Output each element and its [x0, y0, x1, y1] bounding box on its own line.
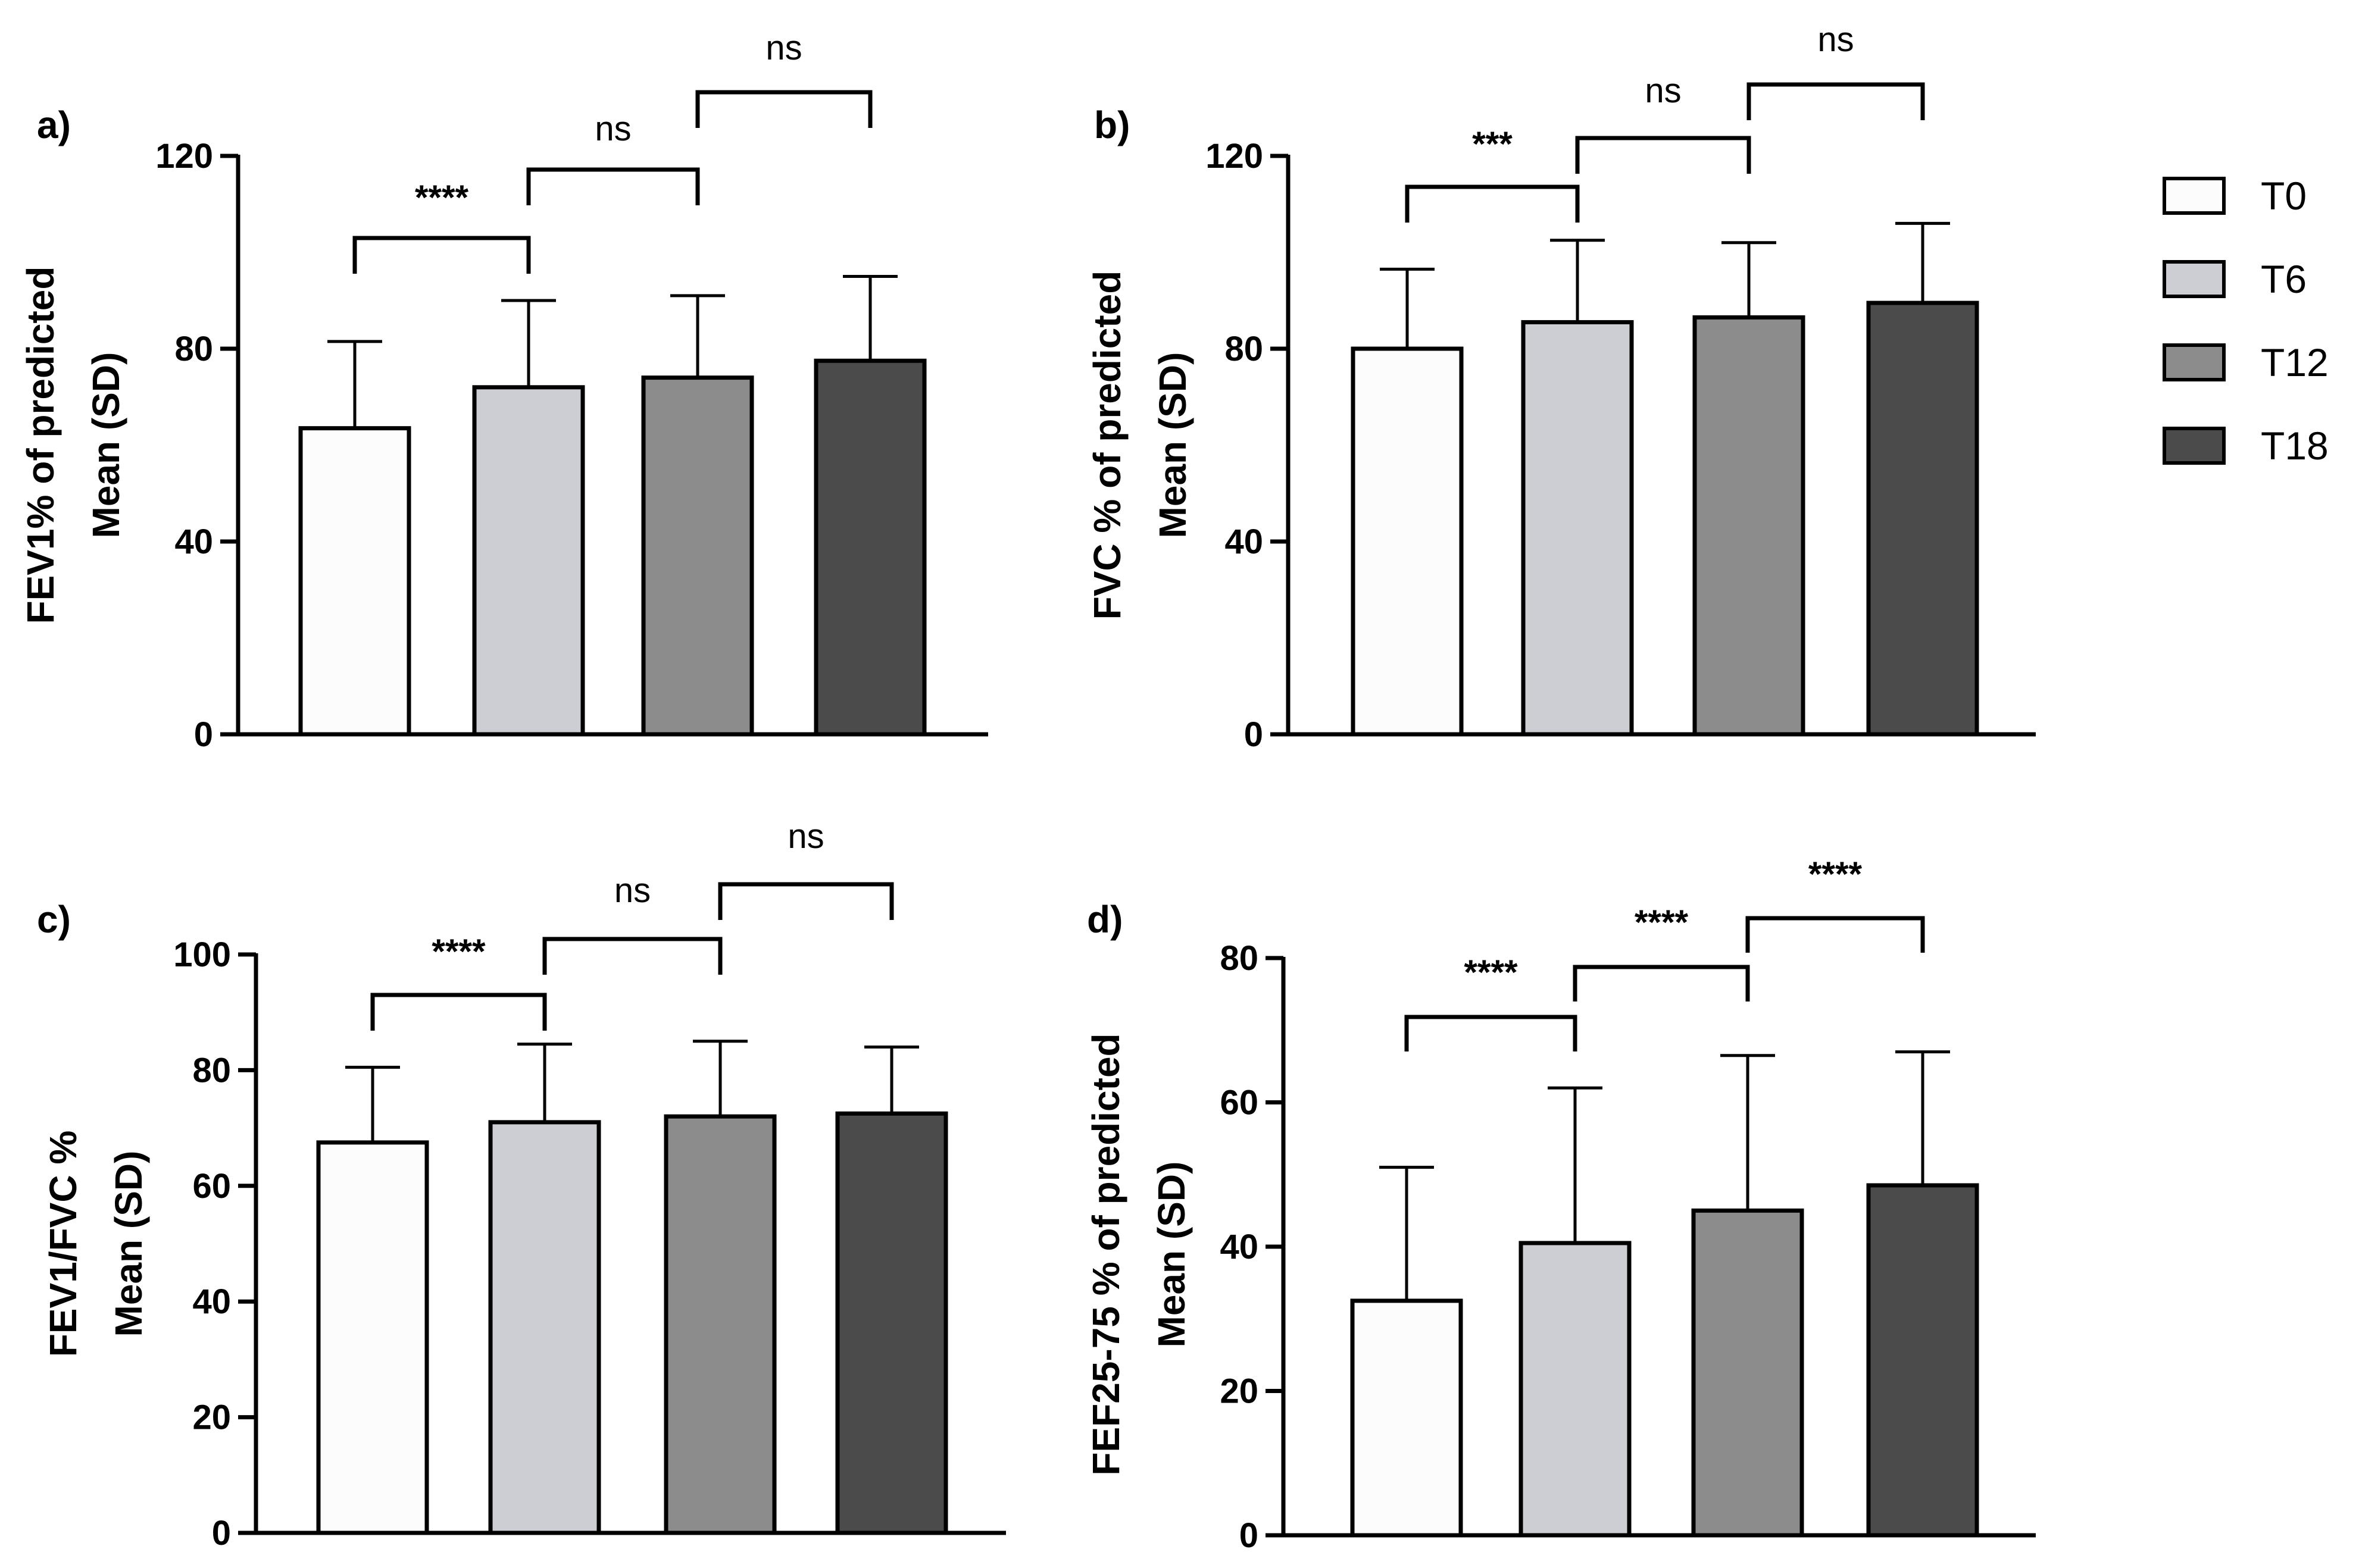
y-tick-label: 0 — [1244, 715, 1263, 754]
bar-t6 — [1518, 1241, 1632, 1538]
y-tick-label: 60 — [1220, 1084, 1258, 1122]
y-tick-label: 60 — [192, 1167, 231, 1206]
bar-t18 — [1866, 301, 1979, 737]
legend-label: T18 — [2261, 424, 2329, 468]
y-tick-label: 40 — [1224, 522, 1263, 561]
y-tick-label: 120 — [1205, 137, 1263, 176]
significance-bracket — [542, 937, 723, 975]
legend-label: T0 — [2261, 174, 2307, 218]
bar-t18 — [1866, 1183, 1979, 1538]
y-tick-label: 0 — [1239, 1516, 1258, 1555]
bar-t12 — [641, 375, 754, 737]
bar-t0 — [1350, 1298, 1463, 1538]
chart-panel-a: a) FEV1% of predicted Mean (SD) 0 40 80 120 ***… — [19, 29, 988, 754]
y-tick-label: 100 — [173, 935, 231, 974]
bar-t12 — [1692, 315, 1805, 737]
panel-letter: a) — [37, 104, 71, 146]
y-axis-title-line: FVC % of predicted — [1086, 271, 1129, 620]
legend-swatch — [2163, 427, 2226, 465]
y-axis-title-line: Mean (SD) — [85, 352, 127, 539]
y-axis-title-line: FEV1% of predicted — [19, 267, 62, 624]
bar-t18 — [814, 358, 927, 737]
chart-panel-b: b) FVC % of predicted Mean (SD) 0 40 80 120 ***… — [1086, 20, 2036, 754]
significance-bracket — [1405, 184, 1580, 223]
legend-swatch — [2163, 177, 2226, 215]
y-tick-label: 120 — [155, 137, 213, 176]
panel-letter: c) — [37, 898, 71, 941]
legend-swatch — [2163, 260, 2226, 298]
legend-label: T12 — [2261, 340, 2329, 384]
significance-bracket — [352, 236, 531, 274]
significance-bracket — [695, 90, 873, 128]
y-tick-label: 80 — [1224, 330, 1263, 368]
significance-label: **** — [1635, 903, 1689, 942]
significance-label: ns — [765, 29, 802, 67]
y-tick-label: 80 — [1220, 939, 1258, 978]
y-tick-label: 20 — [1220, 1372, 1258, 1411]
y-tick-label: 0 — [194, 715, 213, 754]
y-tick-label: 80 — [174, 330, 213, 368]
bar-t0 — [298, 426, 411, 737]
bar-t6 — [488, 1120, 601, 1535]
chart-panel-c: c) FEV1/FVC % Mean (SD) 0 20 40 60 80 100 **** ns n… — [37, 817, 1006, 1553]
chart-panel-d: d) FEF25-75 % of predicted Mean (SD) 0 20 40 6… — [1085, 855, 2036, 1555]
y-axis-title-line: Mean (SD) — [1150, 1162, 1193, 1348]
y-tick-label: 80 — [192, 1051, 231, 1090]
bar-t12 — [664, 1114, 777, 1535]
significance-bracket — [1746, 82, 1925, 120]
legend-label: T6 — [2261, 257, 2307, 301]
significance-label: **** — [1464, 953, 1518, 992]
bar-t0 — [316, 1140, 429, 1535]
bar-t18 — [835, 1111, 948, 1535]
significance-label: **** — [1808, 855, 1863, 894]
legend-swatch — [2163, 343, 2226, 381]
y-tick-label: 0 — [212, 1514, 231, 1553]
y-axis-title-line: Mean (SD) — [1151, 352, 1194, 539]
bar-t12 — [1691, 1208, 1804, 1538]
y-tick-label: 20 — [192, 1398, 231, 1437]
significance-bracket — [1745, 916, 1925, 953]
significance-bracket — [370, 993, 547, 1031]
significance-bracket — [718, 882, 894, 920]
significance-label: *** — [1472, 125, 1513, 164]
significance-label: **** — [415, 179, 469, 217]
y-tick-label: 40 — [1220, 1228, 1258, 1266]
significance-label: ns — [1645, 71, 1681, 110]
significance-label: ns — [788, 817, 824, 856]
y-axis-title-line: Mean (SD) — [107, 1151, 150, 1337]
significance-bracket — [1404, 1015, 1577, 1051]
significance-label: ns — [1817, 20, 1854, 59]
panel-letter: d) — [1087, 898, 1123, 941]
bar-t0 — [1351, 346, 1464, 737]
bar-t6 — [472, 385, 585, 737]
significance-bracket — [526, 167, 700, 205]
significance-bracket — [1575, 136, 1751, 174]
y-axis-title-line: FEV1/FVC % — [42, 1131, 85, 1357]
significance-label: **** — [432, 932, 486, 971]
y-axis-title-line: FEF25-75 % of predicted — [1085, 1033, 1127, 1475]
y-tick-label: 40 — [192, 1282, 231, 1321]
legend: T0 T6 T12 T18 — [2163, 174, 2329, 468]
significance-label: ns — [595, 109, 631, 148]
bar-t6 — [1521, 320, 1634, 737]
y-tick-label: 40 — [174, 522, 213, 561]
panel-letter: b) — [1094, 104, 1130, 146]
significance-label: ns — [614, 871, 651, 910]
significance-bracket — [1573, 965, 1750, 1001]
